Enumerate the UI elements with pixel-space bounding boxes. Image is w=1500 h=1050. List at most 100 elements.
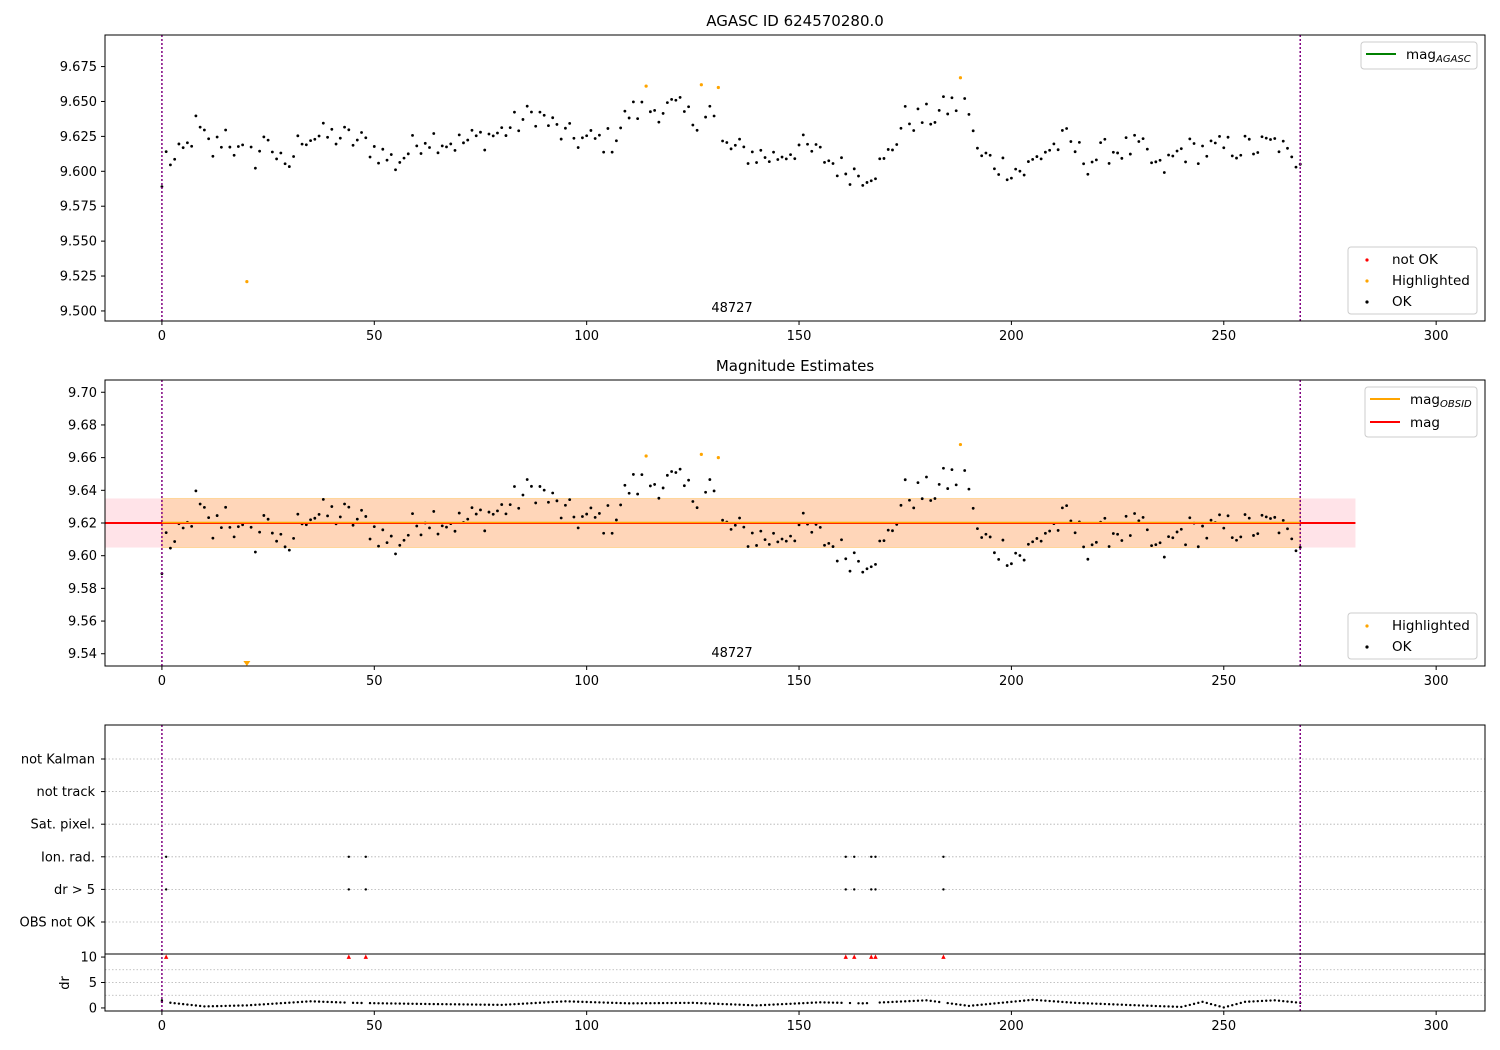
p3-dr-tick-label: 10 — [80, 951, 97, 966]
p3-dr-point — [717, 1002, 720, 1006]
p3-dr-point — [398, 1002, 401, 1005]
p2-obsid-label: 48727 — [711, 646, 752, 661]
p3-dr-point — [330, 1000, 334, 1004]
p2-highlighted-point — [644, 454, 648, 458]
p2-ok-point — [602, 531, 606, 535]
p2-ok-point — [1171, 536, 1175, 540]
p1-ok-point — [453, 148, 457, 152]
p3-dr-point — [305, 1000, 308, 1003]
p1-legend-not-ok: not OK — [1392, 252, 1439, 268]
p2-ok-point — [1252, 534, 1255, 537]
p1-ok-point — [283, 162, 287, 166]
p1-highlighted-point — [699, 83, 703, 87]
p2-ok-point — [963, 469, 967, 472]
p1-ok-point — [1205, 154, 1209, 158]
p3-dr-point — [1158, 1004, 1162, 1008]
p1-ok-point — [351, 143, 355, 147]
p2-ok-point — [865, 567, 869, 571]
p2-ok-point — [1154, 543, 1158, 546]
p3-dr-point — [623, 1002, 627, 1005]
p1-ok-point — [449, 142, 453, 146]
p3-dr-point — [695, 1001, 699, 1005]
p1-ok-point — [742, 145, 746, 149]
p1-ok-point — [1103, 137, 1107, 141]
p3-dr-point — [1129, 1003, 1132, 1007]
p1-x-axis: 0 50 100 150 200 250 300 — [158, 321, 1449, 344]
p2-ok-point — [576, 526, 580, 530]
p2-ok-point — [759, 529, 763, 533]
p1-ytick-label: 9.575 — [60, 200, 97, 215]
p3-dr-point — [572, 1000, 576, 1003]
p3-dr-point — [394, 1002, 397, 1005]
p3-dr-point — [1014, 1000, 1017, 1003]
p1-ok-point — [347, 128, 351, 132]
p2-ok-point — [551, 491, 555, 495]
p2-points — [160, 442, 1302, 666]
p3-dr-point — [232, 1004, 236, 1007]
p3-dr-point — [266, 1002, 270, 1006]
p1-ok-point — [1171, 154, 1175, 158]
p1-ok-point — [682, 110, 686, 113]
p2-ok-point — [224, 505, 228, 509]
p3-dr-point — [891, 1000, 894, 1004]
p1-ok-point — [1184, 160, 1187, 164]
p3-dr-point — [407, 1002, 410, 1005]
p3-dr-point — [224, 1004, 227, 1008]
p1-ok-point — [321, 121, 325, 125]
p1-ok-point — [1082, 162, 1086, 166]
p3-dr-point — [360, 1001, 363, 1005]
p3-flag-point — [853, 888, 856, 891]
agasc-magnitude-panel: 0 50 100 150 200 250 300 9.5009.5259.5509.5759… — [60, 12, 1486, 344]
p1-ok-point — [678, 95, 682, 99]
p3-flag-label: OBS not OK — [20, 916, 96, 931]
p1-ok-point — [551, 116, 555, 120]
p1-ok-point — [547, 124, 550, 128]
p1-ok-point — [925, 102, 928, 106]
p2-ok-point — [1158, 541, 1162, 545]
p3-dr-point — [228, 1004, 232, 1008]
p3-dr-point — [339, 1001, 342, 1004]
p1-ok-point — [466, 138, 470, 142]
p3-dr-point — [933, 1000, 937, 1003]
p3-dr-point — [1052, 1000, 1056, 1003]
p1-ok-point — [190, 144, 194, 148]
p3-dr-point — [1027, 999, 1030, 1002]
p3-flag-point — [870, 888, 873, 891]
p3-flag-label: dr > 5 — [54, 883, 95, 898]
p2-ok-point — [1094, 540, 1098, 544]
p2-ok-point — [504, 512, 508, 516]
p3-dr-point — [704, 1002, 707, 1005]
p2-xtick-label: 300 — [1424, 674, 1449, 689]
p3-dr-point — [483, 1003, 486, 1006]
p1-ok-point — [1154, 160, 1158, 164]
p2-ok-point — [530, 484, 533, 488]
p2-ok-point — [479, 508, 482, 512]
p1-ok-point — [474, 134, 478, 138]
p2-ok-point — [215, 514, 219, 517]
p1-ok-point — [636, 117, 640, 121]
p1-ok-point — [1035, 155, 1039, 158]
p3-dr-point — [865, 1001, 869, 1005]
p3-dr-point — [632, 1002, 635, 1005]
p1-ok-point — [746, 162, 750, 165]
p2-ok-point — [1035, 537, 1039, 540]
p3-dr-point — [555, 1000, 559, 1004]
p3-dr-point — [1065, 1001, 1068, 1004]
p2-ok-point — [1196, 545, 1200, 549]
p2-ok-point — [878, 539, 882, 543]
p3-dr-point — [857, 1002, 860, 1005]
p3-dr-point — [517, 1002, 520, 1006]
p1-ok-point — [415, 144, 419, 148]
p2-ok-point — [810, 530, 814, 534]
p1-ok-point — [389, 153, 393, 156]
p3-dr-point — [458, 1003, 461, 1006]
p1-ok-point — [1022, 173, 1026, 177]
p1-ok-point — [772, 150, 775, 154]
p1-ok-point — [1264, 136, 1268, 140]
p3-dr-point — [1086, 1002, 1090, 1005]
p3-dr-point — [971, 1004, 975, 1007]
p2-ytick-label: 9.58 — [68, 582, 97, 597]
p2-ok-point — [1162, 555, 1166, 559]
p2-ok-point — [903, 478, 907, 482]
p1-ok-point — [1039, 157, 1043, 161]
